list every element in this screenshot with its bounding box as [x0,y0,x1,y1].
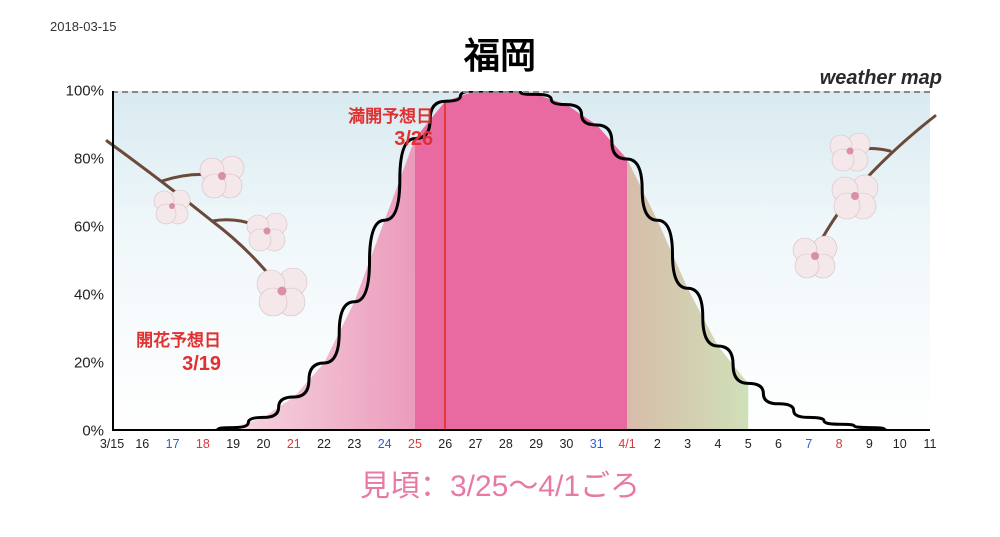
x-tick-label: 3 [684,437,691,451]
y-tick-label: 60% [74,218,104,235]
annotation: 開花予想日3/19 [112,331,221,375]
x-tick-label: 30 [559,437,573,451]
container: 2018-03-15 福岡 weather map [0,0,1000,537]
x-tick-label: 25 [408,437,422,451]
y-axis-line [112,91,114,431]
y-tick-label: 20% [74,354,104,371]
x-tick-label: 26 [438,437,452,451]
x-tick-label: 11 [924,437,937,451]
brand-label: weather map [820,67,942,90]
x-tick-label: 5 [745,437,752,451]
x-tick-label: 18 [196,437,210,451]
chart-wrap: 2018-03-15 福岡 weather map [40,19,960,519]
x-tick-label: 3/15 [100,437,124,451]
x-tick-label: 31 [590,437,604,451]
x-tick-label: 9 [866,437,873,451]
annotation: 満開予想日3/26 [112,107,433,151]
x-tick-label: 4 [714,437,721,451]
x-tick-label: 10 [893,437,907,451]
x-tick-label: 24 [378,437,392,451]
x-tick-label: 27 [469,437,483,451]
annotation-date: 3/26 [112,127,433,151]
x-tick-label: 21 [287,437,301,451]
plot-area: 開花予想日3/19 満開予想日3/26 [112,91,930,431]
x-axis: 3/15161718192021222324252627282930314/12… [112,433,930,455]
annotation-title: 満開予想日 [112,107,433,127]
x-tick-label: 16 [135,437,149,451]
x-tick-label: 17 [166,437,180,451]
x-tick-label: 23 [347,437,361,451]
y-tick-label: 40% [74,286,104,303]
annotation-title: 開花予想日 [112,331,221,351]
x-tick-label: 22 [317,437,331,451]
y-tick-label: 80% [74,150,104,167]
y-tick-label: 100% [66,82,104,99]
x-tick-label: 2 [654,437,661,451]
x-axis-line [112,429,930,431]
x-tick-label: 28 [499,437,513,451]
x-tick-label: 29 [529,437,543,451]
gridline-100 [112,91,930,93]
x-tick-label: 6 [775,437,782,451]
x-tick-label: 8 [836,437,843,451]
x-tick-label: 19 [226,437,240,451]
summary-text: 見頃：3/25〜4/1ごろ [40,461,960,505]
x-tick-label: 20 [257,437,271,451]
y-axis: 0%20%40%60%80%100% [40,91,112,431]
x-tick-label: 4/1 [618,437,635,451]
x-tick-label: 7 [805,437,812,451]
annotation-date: 3/19 [112,352,221,376]
